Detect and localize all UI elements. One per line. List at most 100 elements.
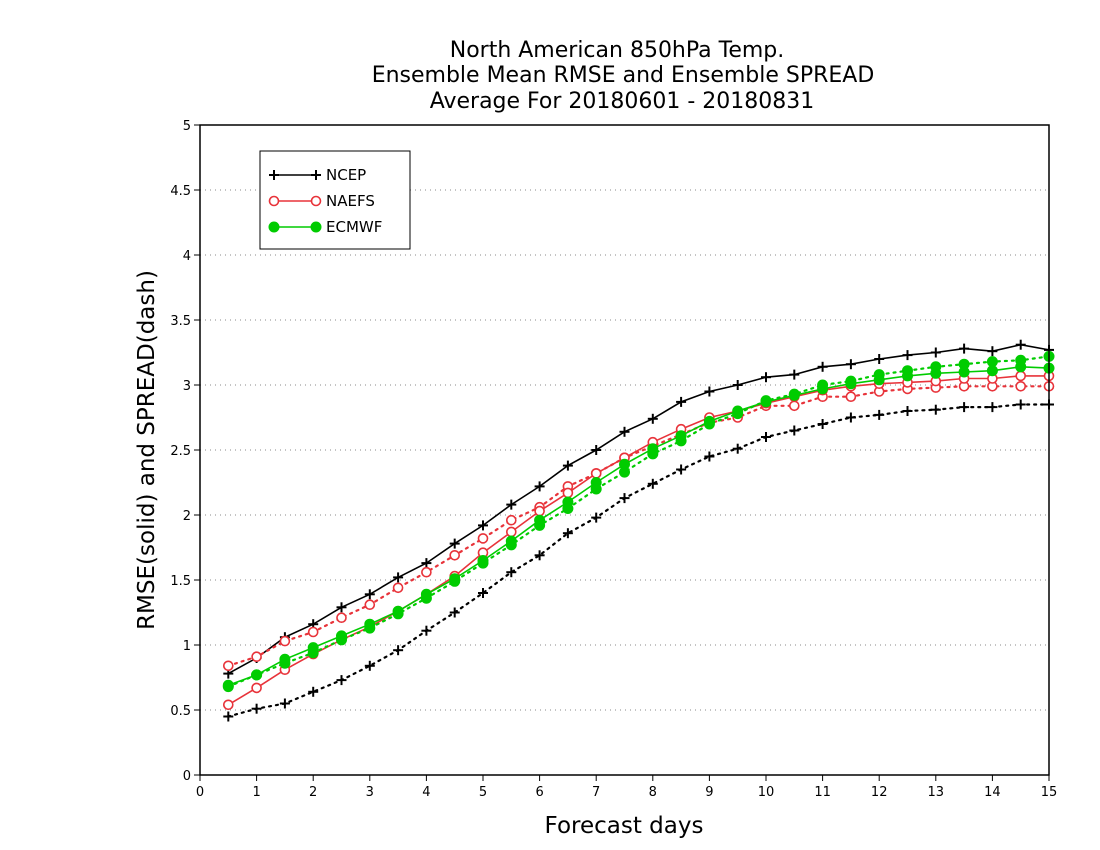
ecmwf-rmse-point bbox=[788, 389, 800, 401]
ncep-rmse-point bbox=[732, 380, 743, 390]
title-line-2: Ensemble Mean RMSE and Ensemble SPREAD bbox=[372, 63, 875, 88]
ncep-spread-point bbox=[279, 698, 290, 709]
ecmwf-rmse-point bbox=[222, 679, 234, 691]
ncep-rmse-point bbox=[364, 589, 375, 600]
ecmwf-rmse-point bbox=[279, 653, 291, 665]
ncep-spread-point bbox=[902, 406, 913, 416]
x-tick-label: 1 bbox=[252, 785, 260, 800]
ncep-spread-point bbox=[874, 409, 885, 420]
naefs-spread-line bbox=[227, 385, 1051, 667]
series-ncep-spread bbox=[223, 399, 1054, 722]
ncep-rmse-point bbox=[845, 359, 856, 370]
naefs-spread-point bbox=[477, 533, 489, 544]
ncep-spread-point bbox=[676, 464, 687, 475]
axes: 00.511.522.533.544.550 1 2 3 4 5 6 7 8 9 10 11 12 13 1… bbox=[170, 119, 1057, 800]
ncep-rmse-point bbox=[647, 413, 658, 424]
ncep-rmse-point bbox=[562, 460, 573, 471]
x-tick-label: 9 bbox=[705, 785, 713, 800]
ecmwf-rmse-point bbox=[420, 588, 432, 600]
ncep-spread-point bbox=[421, 625, 432, 636]
ecmwf-rmse-line bbox=[228, 365, 1050, 687]
x-axis-label: Forecast days bbox=[545, 813, 704, 839]
title-line-1: North American 850hPa Temp. bbox=[450, 38, 785, 63]
ncep-spread-point bbox=[732, 443, 743, 454]
legend-item-naefs: NAEFS bbox=[268, 192, 375, 210]
y-tick-label: 0 bbox=[183, 769, 191, 784]
ecmwf-rmse-point bbox=[817, 383, 829, 395]
ncep-rmse-point bbox=[478, 520, 488, 531]
legend-label-naefs: NAEFS bbox=[326, 192, 375, 210]
ncep-spread-point bbox=[1015, 399, 1026, 410]
ecmwf-rmse-point bbox=[307, 642, 319, 654]
ecmwf-spread-point bbox=[986, 356, 998, 368]
ecmwf-rmse-point bbox=[732, 405, 744, 417]
x-tick-label: 15 bbox=[1041, 785, 1058, 800]
ecmwf-rmse-point bbox=[845, 378, 857, 390]
ncep-rmse-point bbox=[393, 572, 404, 583]
ncep-spread-point bbox=[562, 528, 573, 539]
x-tick-label: 10 bbox=[758, 785, 775, 800]
naefs-rmse-point bbox=[1015, 370, 1027, 382]
legend-marker bbox=[269, 170, 279, 180]
ncep-spread-point bbox=[987, 402, 998, 413]
x-tick-label: 11 bbox=[814, 785, 831, 800]
ncep-rmse-point bbox=[902, 350, 913, 361]
ecmwf-rmse-point bbox=[336, 630, 347, 642]
naefs-spread-point bbox=[845, 391, 857, 403]
x-tick-label: 0 bbox=[196, 785, 204, 800]
naefs-spread-point bbox=[223, 660, 234, 672]
legend-marker bbox=[310, 195, 322, 207]
ecmwf-rmse-point bbox=[958, 366, 970, 378]
x-tick-label: 8 bbox=[649, 785, 657, 800]
legend-marker bbox=[311, 170, 321, 180]
ncep-spread-point bbox=[704, 451, 715, 462]
naefs-spread-point bbox=[788, 400, 800, 412]
ncep-rmse-point bbox=[930, 347, 941, 358]
ecmwf-rmse-point bbox=[986, 365, 998, 377]
naefs-spread-point bbox=[449, 549, 461, 561]
gridlines bbox=[200, 189, 1049, 711]
ncep-rmse-point bbox=[534, 481, 545, 492]
naefs-rmse-point bbox=[562, 487, 574, 499]
ncep-rmse-point bbox=[761, 372, 771, 383]
ncep-rmse-point bbox=[506, 499, 517, 510]
series-ncep-rmse bbox=[223, 339, 1054, 679]
ncep-spread-point bbox=[789, 425, 800, 436]
ncep-rmse-point bbox=[874, 354, 885, 364]
legend: NCEP NAEFS ECMWF bbox=[259, 150, 411, 250]
legend-marker bbox=[268, 221, 280, 233]
ncep-spread-point bbox=[449, 607, 460, 618]
ncep-spread-point bbox=[959, 402, 970, 413]
naefs-rmse-point bbox=[505, 526, 517, 538]
ncep-rmse-point bbox=[704, 386, 715, 397]
ncep-spread-point bbox=[817, 419, 828, 429]
y-tick-label: 0.5 bbox=[170, 704, 191, 719]
ncep-spread-point bbox=[478, 588, 488, 598]
ncep-rmse-point bbox=[959, 343, 970, 354]
ecmwf-rmse-point bbox=[392, 605, 404, 617]
ncep-rmse-point bbox=[591, 445, 602, 455]
ecmwf-rmse-point bbox=[930, 367, 942, 379]
ncep-rmse-point bbox=[789, 369, 800, 380]
legend-label-ncep: NCEP bbox=[326, 166, 366, 184]
ecmwf-rmse-point bbox=[760, 396, 772, 408]
legend-label-ecmwf: ECMWF bbox=[326, 218, 382, 236]
naefs-spread-point bbox=[392, 582, 404, 594]
ecmwf-spread-line bbox=[227, 355, 1051, 688]
y-tick-label: 5 bbox=[183, 119, 191, 134]
ecmwf-rmse-point bbox=[590, 477, 602, 488]
ncep-spread-point bbox=[308, 686, 319, 697]
x-tick-label: 13 bbox=[928, 785, 945, 800]
ncep-spread-point bbox=[223, 711, 234, 722]
x-tick-label: 4 bbox=[422, 785, 430, 800]
legend-box bbox=[259, 150, 411, 250]
ncep-spread-point bbox=[506, 567, 517, 578]
series-layer bbox=[222, 339, 1055, 722]
naefs-spread-point bbox=[336, 612, 347, 624]
ncep-spread-point bbox=[845, 412, 856, 423]
ncep-rmse-point bbox=[987, 346, 998, 357]
naefs-rmse-point bbox=[534, 505, 545, 517]
y-tick-label: 3.5 bbox=[170, 314, 191, 329]
ecmwf-rmse-point bbox=[1015, 361, 1027, 373]
